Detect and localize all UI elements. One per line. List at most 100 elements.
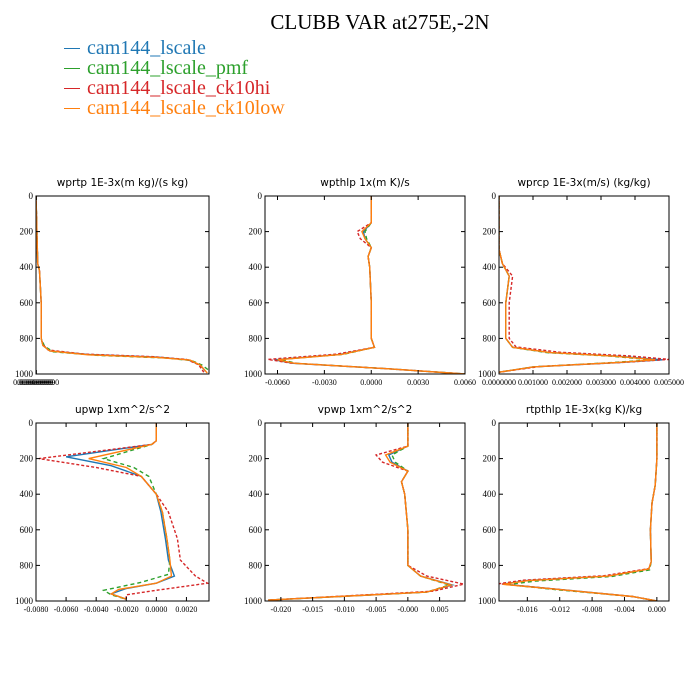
y-tick-label: 1000 bbox=[15, 596, 34, 606]
x-tick-label: -0.0040 bbox=[84, 605, 109, 614]
x-tick-label: 0.000000 bbox=[21, 378, 51, 387]
y-tick-label: 800 bbox=[483, 333, 497, 343]
y-tick-label: 600 bbox=[483, 298, 497, 308]
plot-frame bbox=[264, 195, 466, 375]
plot-frame bbox=[498, 422, 670, 602]
series-line bbox=[36, 196, 207, 372]
y-tick-label: 0 bbox=[29, 191, 34, 201]
legend-label: cam144_lscale_ck10low bbox=[87, 97, 285, 119]
y-tick-label: 0 bbox=[258, 191, 263, 201]
series-line bbox=[502, 423, 658, 601]
series-line bbox=[36, 196, 209, 371]
legend-item: cam144_lscale_ck10hi bbox=[64, 78, 285, 98]
x-tick-label: 0.0030 bbox=[407, 378, 429, 387]
x-tick-label: -0.010 bbox=[334, 605, 355, 614]
x-tick-label: 0.0000 bbox=[145, 605, 167, 614]
series-line bbox=[38, 423, 209, 600]
y-tick-label: 0 bbox=[492, 191, 497, 201]
y-tick-label: 1000 bbox=[478, 369, 497, 379]
x-tick-label: 0.0000999 bbox=[19, 378, 53, 387]
y-tick-label: 600 bbox=[249, 525, 263, 535]
panel-title: wprcp 1E-3x(m/s) (kg/kg) bbox=[517, 177, 650, 189]
y-tick-label: 400 bbox=[249, 262, 263, 272]
legend-item: cam144_lscale_ck10low bbox=[64, 98, 285, 118]
series-line bbox=[36, 196, 205, 373]
plot-frame bbox=[35, 195, 210, 375]
series-line bbox=[499, 196, 656, 373]
x-tick-label: -0.0020 bbox=[114, 605, 139, 614]
y-tick-label: 200 bbox=[20, 227, 34, 237]
y-tick-label: 200 bbox=[483, 454, 497, 464]
series-line bbox=[502, 423, 658, 601]
series-line bbox=[268, 423, 454, 601]
y-tick-label: 400 bbox=[20, 262, 34, 272]
panel-title: vpwp 1xm^2/s^2 bbox=[318, 404, 413, 416]
series-line bbox=[268, 423, 464, 601]
y-tick-label: 0 bbox=[492, 418, 497, 428]
y-tick-label: 1000 bbox=[244, 596, 263, 606]
legend-swatch bbox=[64, 47, 80, 49]
y-tick-label: 200 bbox=[249, 227, 263, 237]
chart-panel: 0 200 400 600 800 1000-0.0060 -0.0030 0.0000 0.0… bbox=[244, 177, 476, 387]
y-tick-label: 1000 bbox=[244, 369, 263, 379]
series-line bbox=[65, 423, 176, 600]
y-tick-label: 400 bbox=[483, 489, 497, 499]
y-tick-label: 800 bbox=[249, 333, 263, 343]
x-tick-label: 0.000000 bbox=[21, 378, 51, 387]
legend-swatch bbox=[64, 67, 80, 69]
x-tick-label: 0.004000 bbox=[620, 378, 650, 387]
x-tick-label: -0.0080 bbox=[24, 605, 49, 614]
x-tick-label: -0.008 bbox=[582, 605, 603, 614]
y-tick-label: 0 bbox=[29, 418, 34, 428]
x-tick-label: 0.00000 bbox=[23, 378, 49, 387]
plot-frame bbox=[498, 195, 670, 375]
y-tick-label: 200 bbox=[249, 454, 263, 464]
series-line bbox=[268, 423, 455, 601]
figure-title: CLUBB VAR at275E,-2N bbox=[270, 10, 490, 34]
x-tick-label: 0.005 bbox=[431, 605, 449, 614]
y-tick-label: 600 bbox=[249, 298, 263, 308]
y-tick-label: 400 bbox=[483, 262, 497, 272]
panel-title: wprtp 1E-3x(m kg)/(s kg) bbox=[57, 177, 188, 189]
y-tick-label: 1000 bbox=[15, 369, 34, 379]
chart-panel: 0 200 400 600 800 10000.00000000.0000000.0000… bbox=[13, 177, 210, 387]
legend: cam144_lscale cam144_lscale_pmf cam144_l… bbox=[64, 38, 285, 118]
legend-label: cam144_lscale_pmf bbox=[87, 57, 249, 79]
x-tick-label: -0.020 bbox=[271, 605, 292, 614]
legend-swatch bbox=[64, 87, 80, 89]
x-tick-label: 0.0004999990 bbox=[13, 378, 59, 387]
y-tick-label: 600 bbox=[20, 525, 34, 535]
x-tick-label: -0.016 bbox=[517, 605, 538, 614]
series-line bbox=[277, 196, 465, 374]
legend-item: cam144_lscale bbox=[64, 38, 285, 58]
x-tick-label: -0.000 bbox=[398, 605, 419, 614]
panel-title: wpthlp 1x(m K)/s bbox=[320, 177, 410, 189]
x-tick-label: -0.0030 bbox=[312, 378, 337, 387]
chart-panel: 0 200 400 600 800 1000 -0.016 -0.012 -0.008 -0.00… bbox=[478, 404, 670, 614]
x-tick-label: 0.005000 bbox=[654, 378, 684, 387]
x-tick-label: -0.004 bbox=[614, 605, 635, 614]
y-tick-label: 400 bbox=[20, 489, 34, 499]
y-tick-label: 400 bbox=[249, 489, 263, 499]
legend-item: cam144_lscale_pmf bbox=[64, 58, 285, 78]
x-tick-label: 0.002000 bbox=[552, 378, 582, 387]
x-tick-label: 0.003000 bbox=[586, 378, 616, 387]
x-tick-label: -0.012 bbox=[549, 605, 570, 614]
series-line bbox=[36, 196, 208, 374]
y-tick-label: 200 bbox=[20, 454, 34, 464]
y-tick-label: 200 bbox=[483, 227, 497, 237]
x-tick-label: -0.005 bbox=[366, 605, 387, 614]
x-tick-label: 0.0000000 bbox=[19, 378, 53, 387]
x-tick-label: -0.0060 bbox=[265, 378, 290, 387]
legend-label: cam144_lscale_ck10hi bbox=[87, 77, 271, 99]
x-tick-label: 0.001000 bbox=[518, 378, 548, 387]
y-tick-label: 600 bbox=[20, 298, 34, 308]
x-tick-label: 0.0060 bbox=[454, 378, 476, 387]
legend-swatch bbox=[64, 107, 80, 109]
x-tick-label: -0.0060 bbox=[54, 605, 79, 614]
x-tick-label: 0.0000 bbox=[360, 378, 382, 387]
y-tick-label: 800 bbox=[249, 560, 263, 570]
panel-title: upwp 1xm^2/s^2 bbox=[75, 404, 170, 416]
